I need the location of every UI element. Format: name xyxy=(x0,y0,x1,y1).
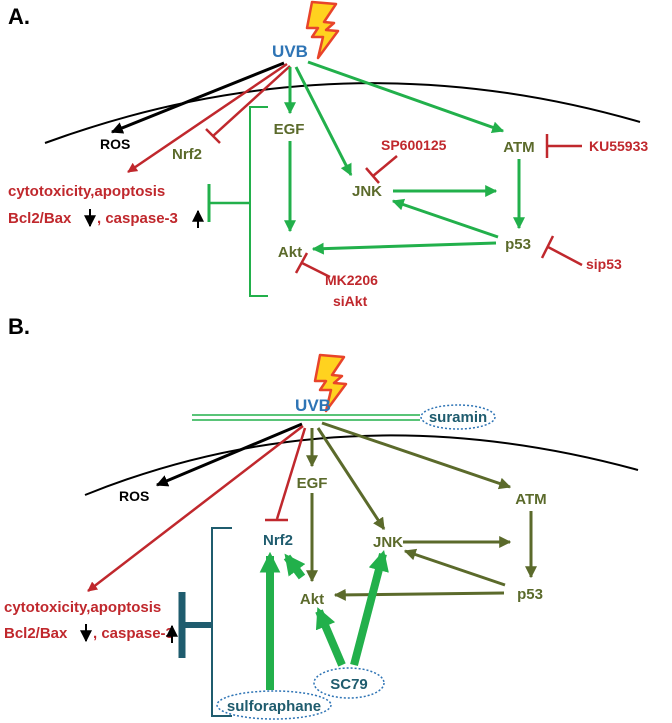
inhibit-bar-sp600125-a xyxy=(365,167,380,184)
inhibit-bar-sip53-a xyxy=(540,235,555,259)
arrow-sc79-akt-b xyxy=(315,607,346,667)
akt-label-b: Akt xyxy=(300,591,324,608)
inhibit-mk2206-akt-a xyxy=(301,261,331,279)
sulforaphane-ellipse xyxy=(216,690,332,720)
uvb-label-a: UVB xyxy=(272,42,308,61)
outcome-line1-a: cytotoxicity,apoptosis xyxy=(8,183,165,200)
inhibit-bar-nrf2-a xyxy=(205,128,221,144)
panel-a: A. UVB ROS Nrf2 E xyxy=(8,0,648,309)
sc79-label: SC79 xyxy=(330,676,368,693)
arrow-uvb-jnk-b xyxy=(316,427,386,531)
panel-b-letter: B. xyxy=(8,314,30,339)
ros-label-b: ROS xyxy=(119,488,149,504)
inhibit-uvb-nrf2-b xyxy=(275,427,307,520)
mk2206-label-a: MK2206 xyxy=(325,272,378,288)
inhibit-sip53-p53-a xyxy=(547,245,583,267)
p53-label-a: p53 xyxy=(505,236,531,253)
nrf2-label-b: Nrf2 xyxy=(263,532,293,549)
inhibit-uvb-nrf2-a xyxy=(212,65,291,137)
bracket-b xyxy=(211,527,232,717)
jnk-label-a: JNK xyxy=(352,183,382,200)
arrow-uvb-ros-a xyxy=(110,61,285,134)
arrow-uvb-jnk-a xyxy=(294,66,353,177)
p53-label-b: p53 xyxy=(517,586,543,603)
arrow-uvb-cytotox-b xyxy=(87,425,304,592)
uvb-label-b: UVB xyxy=(295,396,331,415)
siakt-label-a: siAkt xyxy=(333,293,368,309)
arrow-akt-nrf2-b xyxy=(283,553,306,580)
suramin-label: suramin xyxy=(429,409,487,426)
bracket-a xyxy=(249,106,268,297)
suramin-ellipse xyxy=(420,404,496,430)
inhibit-bar-mk2206-a xyxy=(294,252,309,274)
outcome-casp-b: , caspase-3 xyxy=(93,625,174,642)
nrf2-label-a: Nrf2 xyxy=(172,146,202,163)
egf-label-a: EGF xyxy=(274,121,305,138)
jnk-label-b: JNK xyxy=(373,534,403,551)
sc79-ellipse xyxy=(313,667,385,699)
ros-label-a: ROS xyxy=(100,136,130,152)
arrow-uvb-atm-a xyxy=(307,60,505,134)
inhibit-sp600125-jnk-a xyxy=(372,155,398,177)
sip53-label-a: sip53 xyxy=(586,256,622,272)
lightning-bolt-icon xyxy=(305,0,340,60)
panel-a-letter: A. xyxy=(8,4,30,29)
cell-membrane-arc-b xyxy=(84,434,639,496)
atm-label-b: ATM xyxy=(515,491,546,508)
ku55933-label-a: KU55933 xyxy=(589,138,648,154)
atm-label-a: ATM xyxy=(503,139,534,156)
outcome-bcl2-b: Bcl2/Bax xyxy=(4,625,68,642)
arrow-p53-akt-a xyxy=(311,241,497,255)
sulforaphane-label: sulforaphane xyxy=(227,698,321,715)
outcome-line1-b: cytotoxicity,apoptosis xyxy=(4,599,161,616)
panel-b: B. UVB s xyxy=(4,314,639,720)
arrow-uvb-ros-b xyxy=(155,422,303,487)
arrow-p53-jnk-b xyxy=(403,548,506,587)
sp600125-label-a: SP600125 xyxy=(381,137,447,153)
arrow-sc79-jnk-b xyxy=(350,549,389,667)
outcome-bcl2-a: Bcl2/Bax xyxy=(8,210,72,227)
lightning-bolt-icon xyxy=(313,353,348,413)
cell-membrane-arc-a xyxy=(44,82,641,144)
akt-label-a: Akt xyxy=(278,244,302,261)
outcome-casp-a: , caspase-3 xyxy=(97,210,178,227)
arrow-p53-jnk-a xyxy=(391,198,499,239)
arrow-uvb-cytotox-a xyxy=(127,62,288,174)
arrow-p53-akt-b xyxy=(333,588,505,601)
arrow-uvb-atm-b xyxy=(321,421,512,490)
egf-label-b: EGF xyxy=(297,475,328,492)
